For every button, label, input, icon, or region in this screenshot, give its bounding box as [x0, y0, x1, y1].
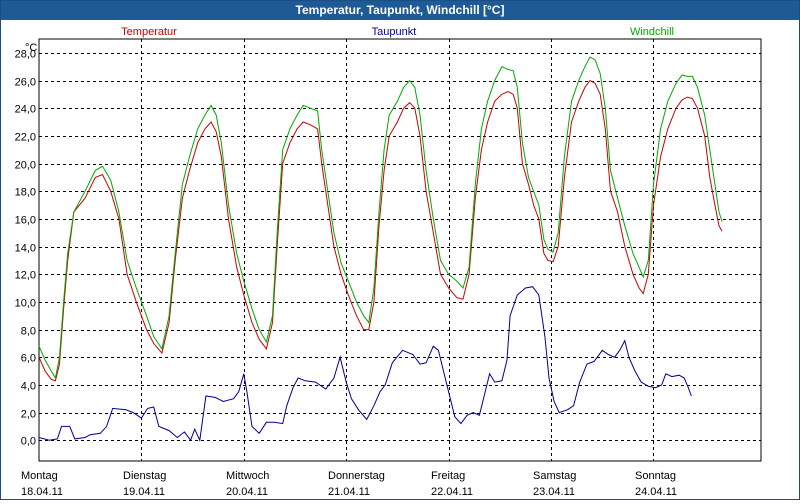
y-tick-label: 16,0 [15, 215, 36, 227]
x-tick-weekday: Donnerstag [328, 470, 385, 482]
legend-label: Temperatur [121, 26, 177, 38]
y-tick-label: 28,0 [15, 49, 36, 61]
y-tick-label: 4,0 [21, 381, 36, 393]
window-title: Temperatur, Taupunkt, Windchill [°C] [1, 1, 799, 20]
y-tick-label: 2,0 [21, 409, 36, 421]
legend-label: Taupunkt [372, 26, 417, 38]
x-tick-date: 24.04.11 [635, 486, 677, 498]
y-tick-label: 20,0 [15, 160, 36, 172]
x-tick-weekday: Dienstag [123, 470, 166, 482]
y-tick-label: 18,0 [15, 187, 36, 199]
x-tick-weekday: Sonntag [635, 470, 676, 482]
x-tick-weekday: Samstag [533, 470, 576, 482]
y-tick-label: 8,0 [21, 326, 36, 338]
chart-area: 0,0 2,0 4,0 6,0 8,0 10,0 12,0 14,0 16,0 18,0 20,0 2… [1, 21, 799, 499]
y-tick-label: 0,0 [21, 436, 36, 448]
x-tick-date: 23.04.11 [533, 486, 575, 498]
legend-label: Windchill [630, 26, 674, 38]
x-tick-date: 18.04.11 [21, 486, 63, 498]
y-tick-label: 22,0 [15, 132, 36, 144]
series-line-temperatur [38, 79, 723, 382]
line-chart: 0,0 2,0 4,0 6,0 8,0 10,0 12,0 14,0 16,0 18,0 20,0 2… [15, 26, 762, 498]
x-tick-weekday: Montag [21, 470, 58, 482]
x-tick-weekday: Mittwoch [226, 470, 269, 482]
series-line-windchill [38, 56, 723, 380]
plot-area [38, 38, 762, 462]
y-tick-label: 12,0 [15, 270, 36, 282]
y-tick-label: 10,0 [15, 298, 36, 310]
x-tick-date: 20.04.11 [226, 486, 268, 498]
x-tick-weekday: Freitag [431, 470, 465, 482]
y-tick-label: 14,0 [15, 243, 36, 255]
y-unit-label: °C [25, 42, 37, 54]
x-tick-date: 19.04.11 [123, 486, 165, 498]
series-line-taupunkt [38, 286, 692, 442]
y-tick-label: 6,0 [21, 353, 36, 365]
x-tick-date: 21.04.11 [328, 486, 370, 498]
y-tick-label: 24,0 [15, 104, 36, 116]
y-tick-label: 26,0 [15, 77, 36, 89]
x-tick-date: 22.04.11 [431, 486, 473, 498]
